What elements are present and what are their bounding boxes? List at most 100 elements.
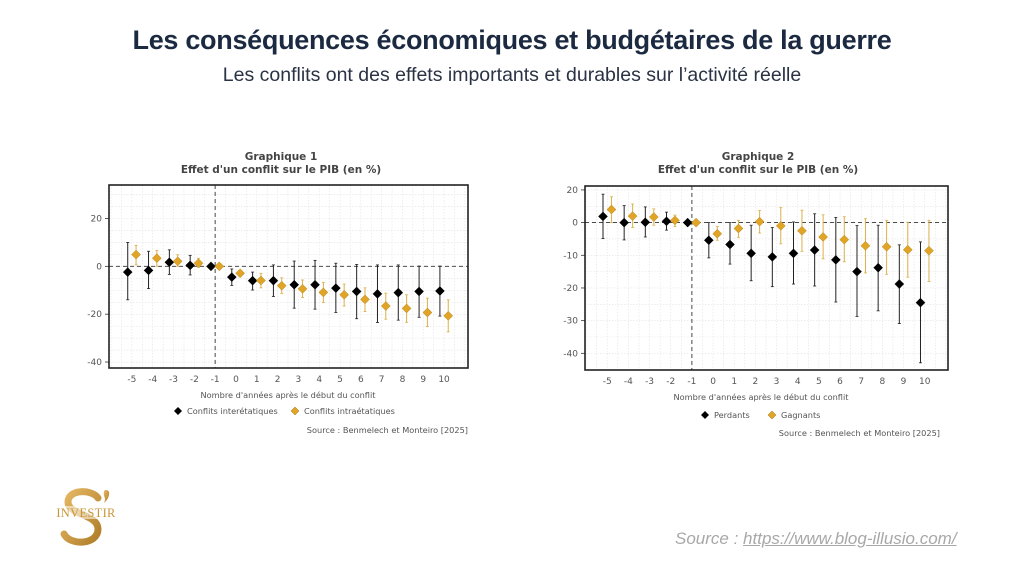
data-point bbox=[924, 245, 934, 256]
footer-source-link[interactable]: https://www.blog-illusio.com/ bbox=[743, 529, 957, 548]
data-point bbox=[193, 258, 204, 269]
data-point bbox=[372, 288, 383, 299]
data-point bbox=[606, 204, 617, 215]
x-tick-label: -5 bbox=[603, 377, 612, 387]
y-tick-label: -40 bbox=[563, 349, 578, 359]
data-point bbox=[691, 217, 701, 228]
data-point bbox=[767, 252, 778, 262]
data-point bbox=[380, 301, 391, 311]
x-tick-label: 3 bbox=[774, 377, 780, 387]
x-tick-label: -3 bbox=[169, 375, 178, 385]
data-point bbox=[830, 255, 841, 265]
data-point bbox=[247, 275, 258, 286]
data-point bbox=[289, 279, 300, 290]
x-tick-label: -5 bbox=[127, 375, 136, 385]
data-point bbox=[648, 212, 659, 222]
series-black bbox=[598, 193, 926, 364]
data-point bbox=[902, 244, 913, 255]
data-point bbox=[797, 225, 807, 236]
chart-1-subtitle: Effet d'un conflit sur le PIB (en %) bbox=[181, 164, 381, 176]
x-tick-label: 9 bbox=[901, 377, 907, 387]
chart-2-xlabel: Nombre d'années après le début du confli… bbox=[674, 392, 850, 402]
x-tick-label: -1 bbox=[687, 377, 696, 387]
series-black bbox=[122, 242, 445, 323]
data-point bbox=[143, 265, 154, 276]
plot-area bbox=[585, 186, 948, 370]
x-tick-label: 0 bbox=[710, 377, 716, 387]
x-tick-label: 2 bbox=[753, 377, 759, 387]
data-point bbox=[839, 234, 850, 245]
x-tick-label: 1 bbox=[254, 375, 260, 385]
x-tick-label: -3 bbox=[645, 377, 654, 387]
y-tick-label: -30 bbox=[563, 317, 578, 327]
chart-2-title: Graphique 2 bbox=[722, 151, 795, 163]
x-tick-label: -4 bbox=[624, 377, 633, 387]
x-tick-label: 5 bbox=[816, 377, 822, 387]
y-tick-label: -20 bbox=[87, 310, 102, 320]
data-point bbox=[297, 283, 308, 294]
data-point bbox=[360, 294, 370, 305]
x-tick-label: 8 bbox=[880, 377, 886, 387]
chart-2-subtitle: Effet d'un conflit sur le PIB (en %) bbox=[658, 164, 858, 176]
x-tick-label: 7 bbox=[858, 377, 864, 387]
legend-label-intraetatiques: Conflits intraétatiques bbox=[304, 406, 395, 416]
chart-1-title: Graphique 1 bbox=[245, 151, 318, 163]
data-point bbox=[598, 211, 608, 222]
data-point bbox=[775, 221, 786, 231]
x-tick-label: 7 bbox=[379, 375, 385, 385]
legend-marker-interetatiques bbox=[174, 407, 182, 415]
data-point bbox=[414, 286, 424, 297]
data-point bbox=[351, 286, 362, 297]
data-point bbox=[860, 240, 871, 251]
data-point bbox=[733, 223, 744, 234]
x-tick-label: -2 bbox=[666, 377, 675, 387]
data-point bbox=[435, 286, 445, 296]
plot-frame bbox=[108, 184, 469, 369]
data-point bbox=[214, 261, 225, 272]
data-point bbox=[276, 280, 287, 291]
x-tick-label: 6 bbox=[358, 375, 364, 385]
data-point bbox=[640, 217, 651, 228]
data-point bbox=[235, 268, 245, 279]
x-tick-label: 10 bbox=[919, 377, 931, 387]
page-title: Les conséquences économiques et budgétai… bbox=[132, 25, 892, 55]
x-tick-label: -2 bbox=[190, 375, 199, 385]
data-point bbox=[393, 287, 404, 298]
data-point bbox=[670, 215, 680, 226]
data-point bbox=[682, 217, 693, 228]
data-point bbox=[881, 241, 892, 252]
y-tick-label: -10 bbox=[563, 251, 578, 261]
grid bbox=[585, 186, 948, 370]
data-point bbox=[915, 297, 926, 308]
x-tick-label: 0 bbox=[233, 375, 239, 385]
data-point bbox=[152, 253, 162, 264]
data-point bbox=[185, 260, 196, 271]
svg-text:INVESTIR: INVESTIR bbox=[56, 506, 116, 520]
data-point bbox=[318, 287, 329, 298]
data-point bbox=[226, 272, 237, 282]
y-tick-label: 20 bbox=[91, 214, 103, 224]
data-point bbox=[852, 266, 862, 277]
data-point bbox=[443, 310, 454, 321]
x-tick-label: 5 bbox=[337, 375, 343, 385]
sinvestir-logo: INVESTIR bbox=[52, 488, 122, 546]
logo-apostrophe-shape bbox=[103, 490, 110, 503]
x-tick-label: 8 bbox=[400, 375, 406, 385]
series-gold bbox=[131, 244, 454, 333]
plot-frame bbox=[584, 185, 949, 371]
x-tick-label: 3 bbox=[296, 375, 302, 385]
x-tick-label: 9 bbox=[420, 375, 426, 385]
legend-label-interetatiques: Conflits interétatiques bbox=[187, 406, 278, 416]
x-tick-label: 10 bbox=[438, 375, 450, 385]
data-point bbox=[725, 239, 735, 250]
series-gold bbox=[606, 196, 934, 282]
data-point bbox=[818, 232, 828, 242]
grid bbox=[109, 185, 468, 368]
legend-marker-perdants bbox=[701, 411, 709, 419]
chart-2-source: Source : Benmelech et Monteiro [2025] bbox=[779, 428, 940, 438]
data-point bbox=[873, 262, 884, 273]
data-point bbox=[206, 261, 216, 272]
data-point bbox=[401, 303, 412, 314]
chart-1-xlabel: Nombre d'années après le début du confli… bbox=[201, 390, 377, 400]
